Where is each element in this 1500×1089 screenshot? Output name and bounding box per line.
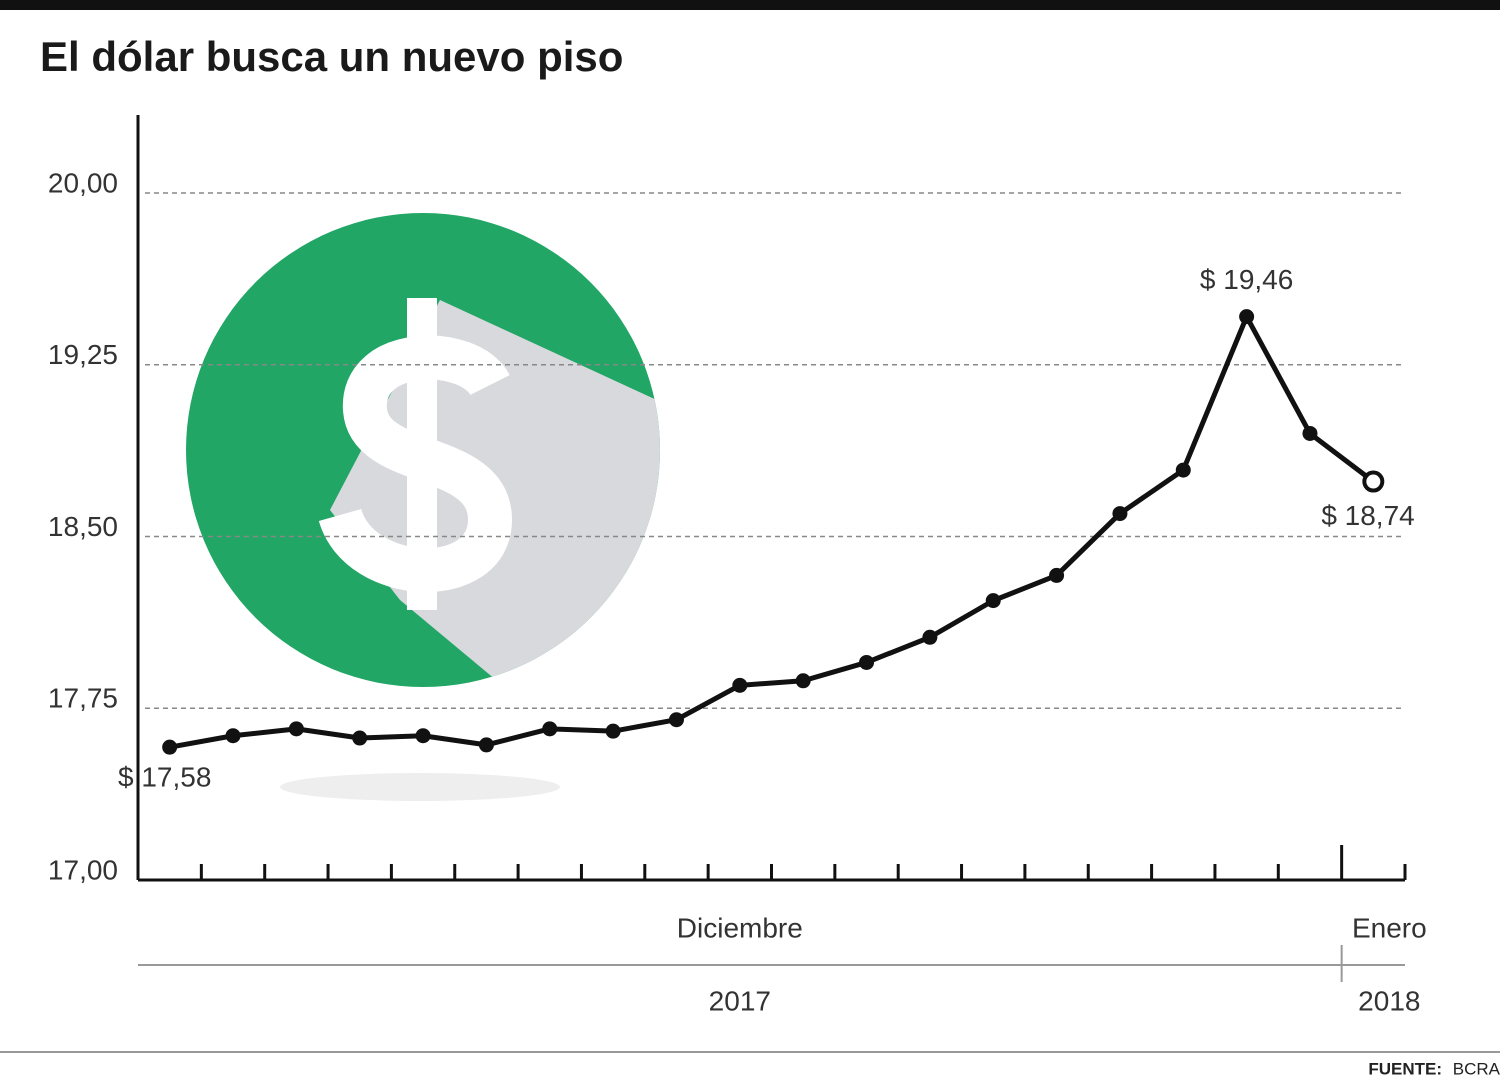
- month-label: Enero: [1352, 912, 1427, 943]
- point-end: [1362, 470, 1385, 493]
- plot: 17,00 17,75 18,50 19,25 20,00 Diciembre Enero 2…: [48, 115, 1427, 1016]
- point: [795, 673, 811, 689]
- y-tick-label: 18,50: [48, 511, 118, 542]
- y-tick-label: 19,25: [48, 339, 118, 370]
- point: [352, 730, 368, 746]
- chart-title: El dólar busca un nuevo piso: [40, 33, 623, 80]
- icon-dollar-bar: [407, 298, 437, 610]
- point: [225, 728, 241, 744]
- point: [1049, 567, 1065, 583]
- point: [478, 737, 494, 753]
- value-label: $ 17,58: [118, 762, 211, 793]
- y-tick-label: 17,75: [48, 683, 118, 714]
- point: [1239, 309, 1255, 325]
- source-label: FUENTE:: [1368, 1059, 1442, 1078]
- point: [732, 677, 748, 693]
- dollar-icon: [186, 213, 660, 801]
- point: [605, 723, 621, 739]
- value-label: $ 18,74: [1321, 500, 1414, 531]
- point: [1112, 506, 1128, 522]
- point: [985, 593, 1001, 609]
- point: [668, 712, 684, 728]
- point: [1175, 462, 1191, 478]
- month-label: Diciembre: [677, 912, 803, 943]
- series-line: [169, 314, 1375, 750]
- point: [922, 629, 938, 645]
- y-tick-label: 20,00: [48, 167, 118, 198]
- point: [859, 654, 875, 670]
- value-label: $ 19,46: [1200, 264, 1293, 295]
- point: [1302, 425, 1318, 441]
- year-label: 2017: [709, 985, 771, 1016]
- source: BCRA: [1453, 1059, 1500, 1078]
- top-bar: [0, 0, 1500, 10]
- y-tick-label: 17,00: [48, 854, 118, 885]
- point: [162, 739, 178, 755]
- year-label: 2018: [1358, 985, 1420, 1016]
- point: [542, 721, 558, 737]
- icon-shadow: [280, 773, 560, 801]
- point: [288, 721, 304, 737]
- point: [415, 728, 431, 744]
